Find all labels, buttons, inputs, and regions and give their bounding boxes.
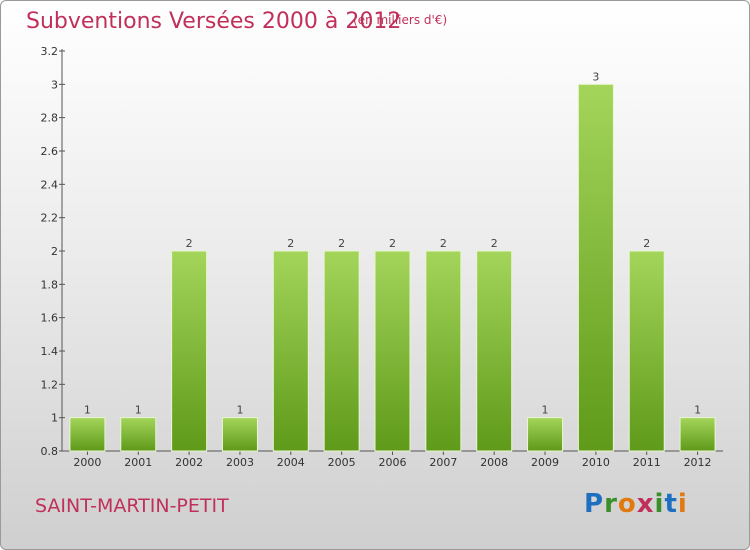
logo-letter: o (617, 489, 637, 519)
bar (171, 250, 208, 452)
data-label: 1 (135, 404, 142, 417)
bar (323, 250, 360, 452)
y-tick-label: 1.4 (41, 345, 59, 358)
bar (69, 417, 106, 452)
logo-letter: r (604, 489, 618, 519)
x-tick-label: 2006 (379, 456, 407, 469)
y-tick-label: 2.6 (41, 145, 59, 158)
data-labels: 1 1 2 1 2 2 2 2 2 1 3 2 1 (84, 70, 701, 416)
y-tick-label: 2.4 (41, 178, 59, 191)
data-label: 2 (643, 237, 650, 250)
x-tick-label: 2010 (582, 456, 610, 469)
x-tick-label: 2003 (226, 456, 254, 469)
y-tick-label: 2.2 (41, 212, 59, 225)
y-tick-label: 2 (51, 245, 58, 258)
data-label: 2 (338, 237, 345, 250)
x-tick-label: 2004 (277, 456, 305, 469)
y-tick-label: 1.8 (41, 278, 59, 291)
bar (679, 417, 716, 452)
x-tick-label: 2011 (633, 456, 661, 469)
bars (69, 83, 716, 452)
data-label: 1 (84, 404, 91, 417)
y-tick-label: 1.2 (41, 378, 59, 391)
bar (120, 417, 157, 452)
logo-letter: P (584, 489, 605, 519)
bar (221, 417, 258, 452)
x-tick-label: 2002 (175, 456, 203, 469)
chart-title: Subventions Versées 2000 à 2012 (26, 9, 402, 34)
bar (527, 417, 564, 452)
bar (425, 250, 462, 452)
y-tick-label: 3.2 (41, 45, 59, 58)
bar (628, 250, 665, 452)
bar (476, 250, 513, 452)
data-label: 2 (186, 237, 193, 250)
x-tick-label: 2000 (73, 456, 101, 469)
x-tick-label: 2001 (124, 456, 152, 469)
data-label: 3 (592, 70, 599, 83)
chart-subtitle: (en milliers d'€) (353, 13, 448, 27)
bar (272, 250, 309, 452)
logo-letter: t (664, 489, 678, 519)
data-label: 1 (694, 404, 701, 417)
data-label: 1 (236, 404, 243, 417)
x-tick-label: 2009 (531, 456, 559, 469)
x-tick-label: 2012 (684, 456, 712, 469)
x-tick-label: 2008 (480, 456, 508, 469)
data-label: 2 (440, 237, 447, 250)
y-tick-label: 1.6 (41, 312, 59, 325)
bar (374, 250, 411, 452)
bar (577, 83, 614, 452)
data-label: 1 (542, 404, 549, 417)
logo-letter: i (677, 489, 688, 519)
logo-letter: i (654, 489, 665, 519)
data-label: 2 (287, 237, 294, 250)
commune-name: SAINT-MARTIN-PETIT (35, 495, 229, 517)
y-tick-label: 3 (51, 78, 58, 91)
data-label: 2 (491, 237, 498, 250)
x-tick-label: 2007 (429, 456, 457, 469)
x-tick-label: 2005 (328, 456, 356, 469)
logo-letter: x (636, 489, 655, 519)
y-tick-label: 1 (51, 412, 58, 425)
y-tick-label: 0.8 (41, 445, 59, 458)
y-tick-label: 2.8 (41, 112, 59, 125)
data-label: 2 (389, 237, 396, 250)
axes: 0.8 1 1.2 1.4 1.6 1.8 2 2.2 2.4 2.6 2.8 3 3.2 2000 200… (41, 45, 723, 469)
proxiti-logo: Proxiti (584, 489, 688, 519)
